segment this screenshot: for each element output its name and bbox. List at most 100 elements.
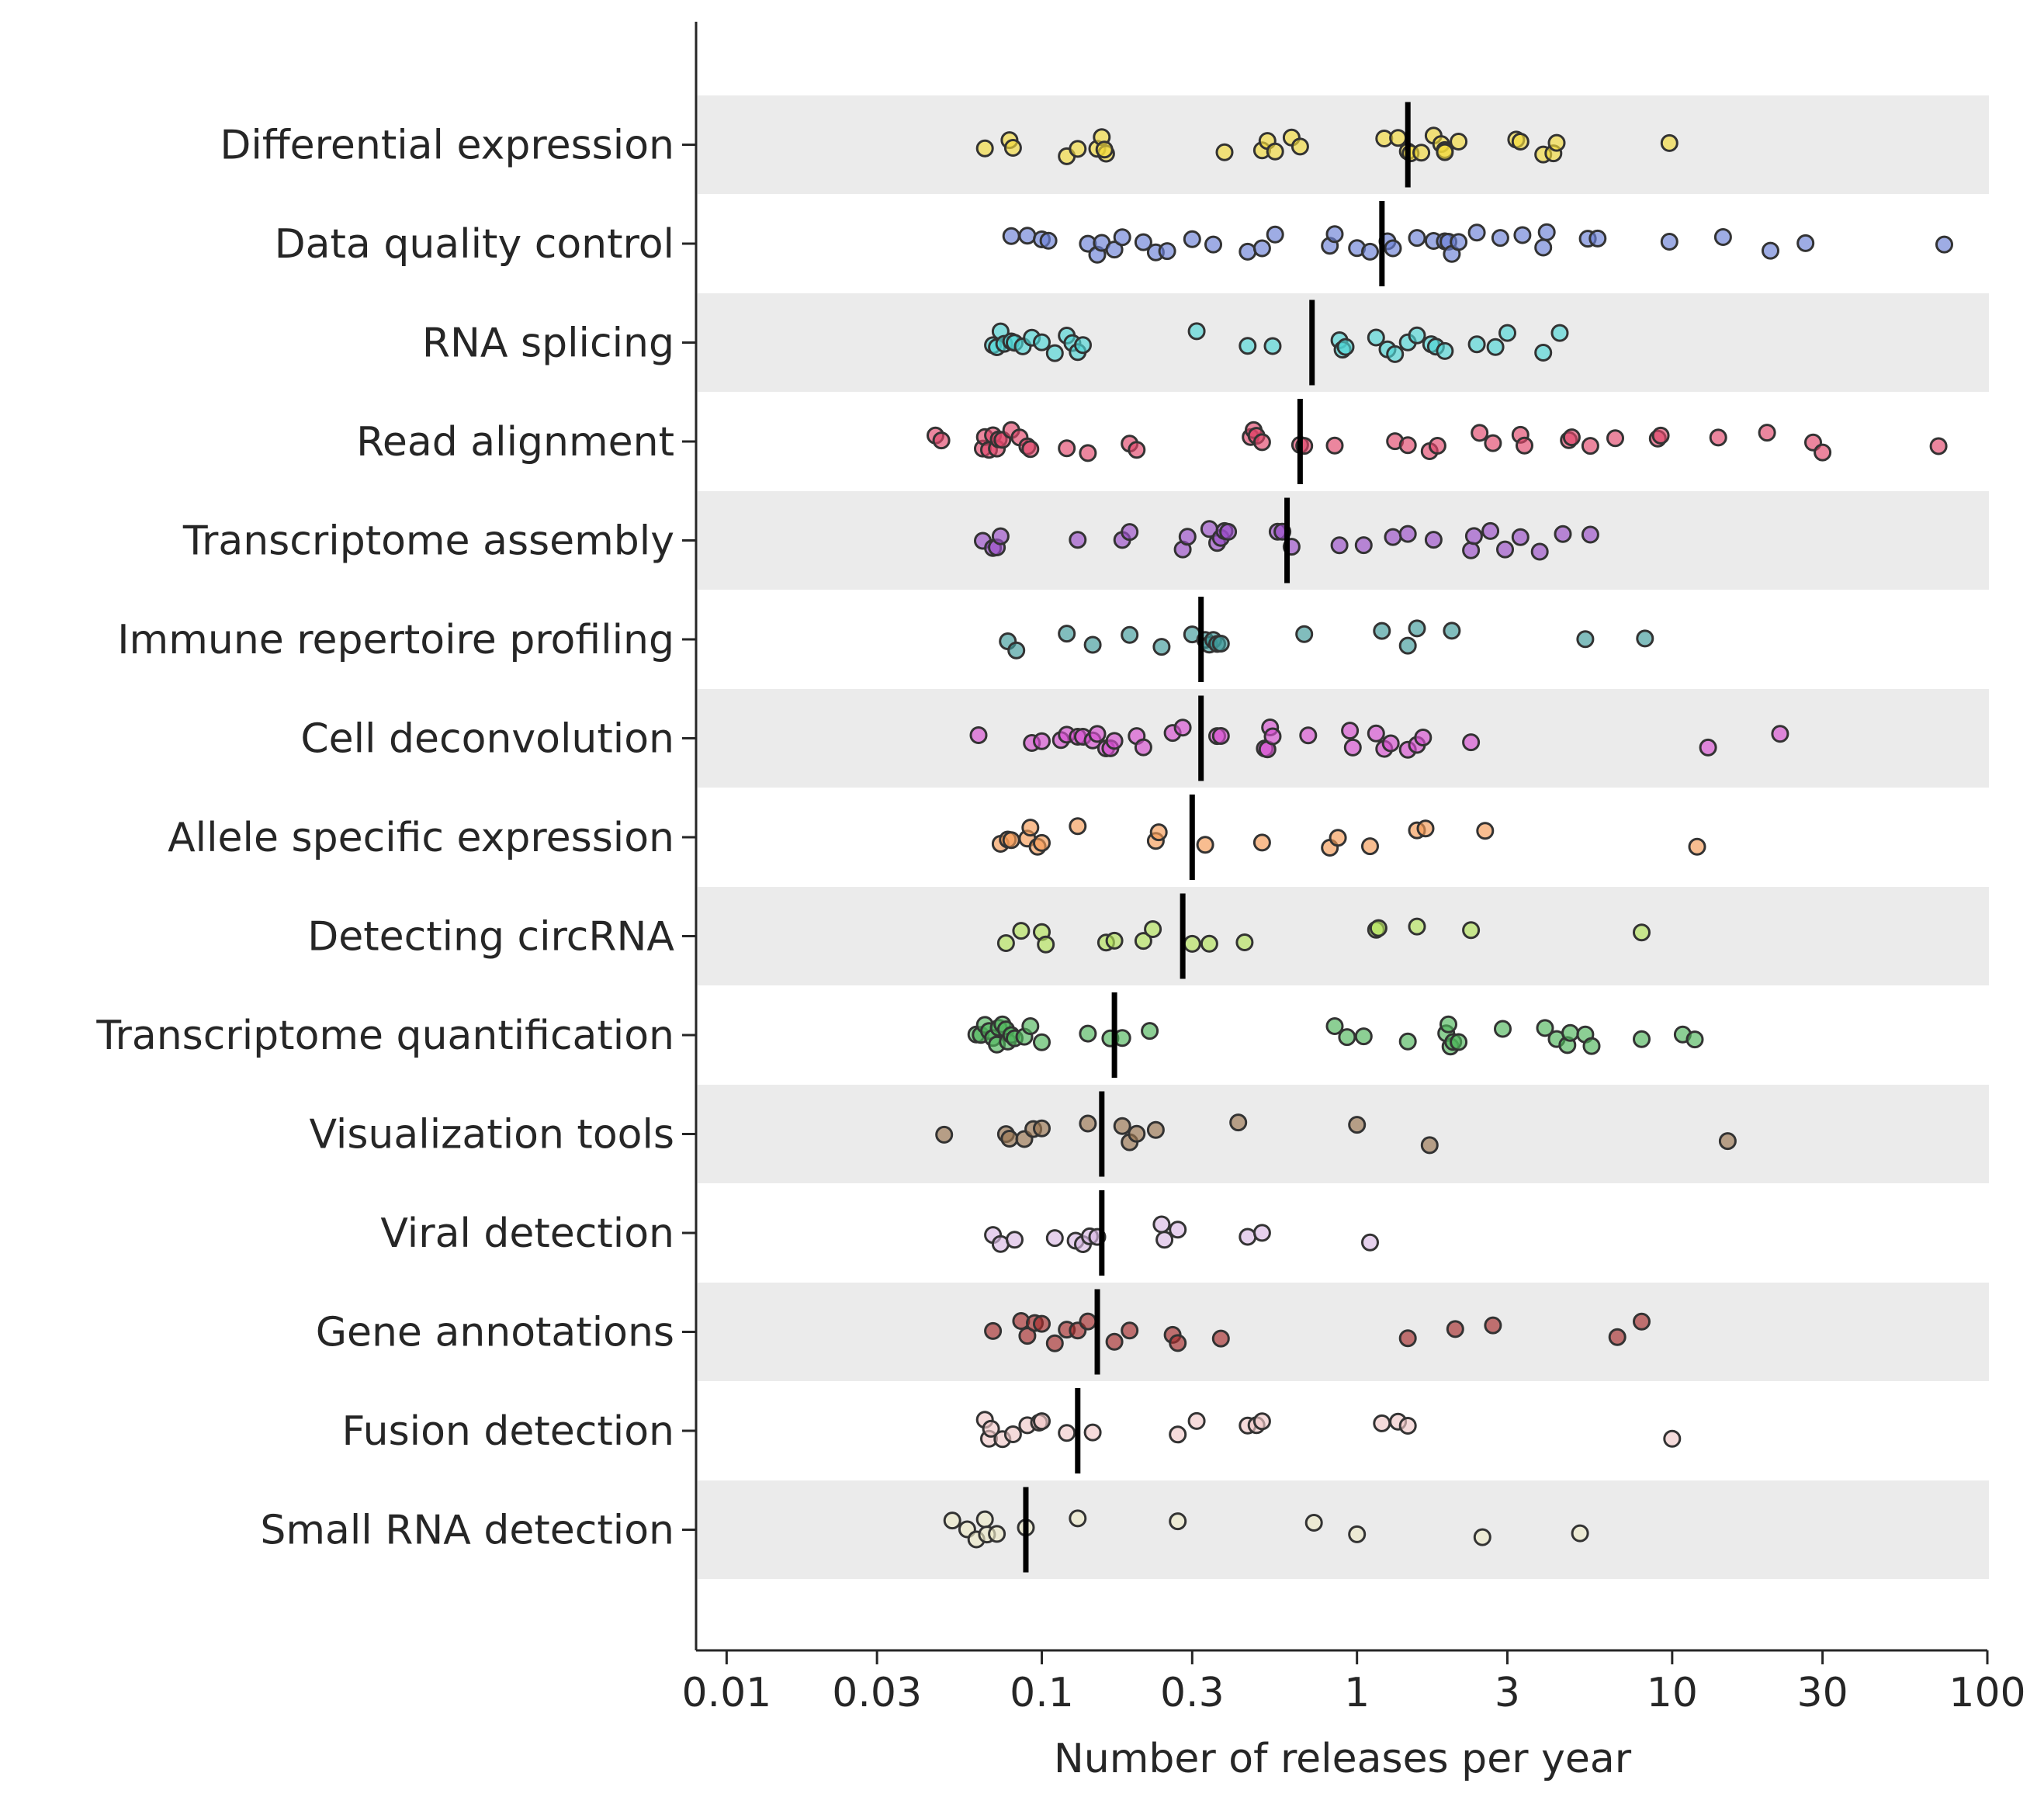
data-point: [1713, 228, 1732, 246]
data-point: [1511, 528, 1530, 546]
data-point: [1663, 1429, 1682, 1448]
data-point: [1204, 235, 1222, 254]
data-point: [1436, 341, 1454, 360]
x-tick-label: 10: [1647, 1670, 1698, 1716]
category-band: [698, 590, 1989, 689]
data-point: [1079, 1114, 1097, 1133]
category-label: Fusion detection: [342, 1408, 674, 1455]
data-point: [1045, 1334, 1064, 1352]
data-point: [1083, 1423, 1102, 1442]
data-point: [1295, 625, 1314, 643]
category-label: Viral detection: [380, 1210, 674, 1257]
data-point: [1367, 724, 1385, 743]
data-point: [1476, 822, 1495, 840]
data-point: [1149, 823, 1168, 842]
category-band: [698, 689, 1989, 788]
data-point: [1554, 525, 1572, 543]
category-band: [698, 392, 1989, 491]
data-point: [1343, 738, 1362, 757]
data-point: [1762, 241, 1779, 260]
data-point: [1386, 345, 1405, 363]
data-point: [1079, 1024, 1097, 1043]
category-band: [698, 1085, 1989, 1183]
data-point: [1338, 1028, 1356, 1047]
data-point: [1158, 242, 1176, 261]
data-point: [1088, 725, 1107, 743]
data-point: [1486, 338, 1505, 356]
category-label: Visualization tools: [309, 1112, 674, 1158]
data-point: [1058, 625, 1076, 643]
data-point: [1144, 920, 1162, 938]
data-point: [1685, 1030, 1704, 1049]
data-point: [1033, 1412, 1051, 1431]
x-tick-label: 1: [1344, 1670, 1370, 1716]
category-label: Small RNA detection: [260, 1508, 674, 1554]
data-point: [1169, 1221, 1187, 1239]
data-point: [1033, 333, 1051, 351]
x-tick-label: 0.3: [1160, 1670, 1225, 1716]
data-point: [1562, 428, 1581, 447]
data-point: [1496, 540, 1514, 559]
data-point: [1633, 1030, 1651, 1048]
data-point: [1239, 337, 1257, 355]
data-point: [1561, 1023, 1579, 1042]
data-point: [1037, 935, 1055, 954]
data-point: [1211, 1329, 1230, 1348]
data-point: [1105, 732, 1124, 750]
data-point: [1304, 1514, 1323, 1532]
data-point: [1473, 1528, 1491, 1546]
data-point: [1361, 1233, 1379, 1252]
data-point: [1929, 437, 1948, 455]
data-point: [1608, 1328, 1627, 1346]
data-point: [1443, 622, 1461, 640]
data-point: [1384, 528, 1402, 546]
category-label: Transcriptome assembly: [182, 518, 674, 565]
data-point: [1058, 439, 1076, 458]
data-point: [1134, 738, 1152, 757]
data-point: [1095, 140, 1114, 159]
data-point: [1464, 527, 1483, 545]
data-point: [1389, 129, 1408, 147]
data-point: [1398, 636, 1417, 655]
data-point: [1113, 1117, 1131, 1135]
data-point: [1530, 542, 1549, 561]
data-point: [1446, 1320, 1464, 1338]
data-point: [1651, 426, 1670, 445]
category-band: [698, 1283, 1989, 1381]
data-point: [1381, 734, 1400, 753]
data-point: [1252, 1412, 1271, 1431]
data-point: [1398, 1032, 1417, 1051]
data-point: [1484, 1316, 1502, 1335]
data-point: [1467, 335, 1486, 354]
data-point: [975, 139, 994, 158]
category-band: [698, 887, 1989, 985]
data-point: [1263, 337, 1282, 355]
data-point: [1033, 1119, 1051, 1138]
data-point: [1121, 1321, 1139, 1340]
data-point: [1021, 440, 1040, 459]
data-points: [927, 126, 1953, 1549]
data-point: [1718, 1132, 1737, 1151]
data-point: [1033, 732, 1051, 750]
data-point: [1045, 1229, 1064, 1248]
data-point: [1083, 635, 1102, 654]
data-point: [1633, 1312, 1651, 1331]
data-point: [1069, 1509, 1087, 1528]
data-point: [1471, 424, 1489, 442]
data-point: [1002, 831, 1020, 850]
data-point: [1536, 1019, 1554, 1037]
data-point: [943, 1511, 961, 1530]
data-point: [1467, 223, 1486, 242]
data-point: [1152, 638, 1171, 656]
data-point: [1018, 1327, 1037, 1345]
data-point: [982, 1419, 1000, 1438]
data-point: [1369, 919, 1387, 937]
data-point: [1211, 635, 1230, 653]
data-point: [1021, 1017, 1040, 1035]
data-point: [1211, 727, 1230, 745]
data-point: [1336, 338, 1355, 356]
data-point: [1263, 727, 1282, 746]
data-point: [1058, 1424, 1076, 1442]
category-band: [698, 1480, 1989, 1579]
data-point: [1141, 1022, 1159, 1041]
